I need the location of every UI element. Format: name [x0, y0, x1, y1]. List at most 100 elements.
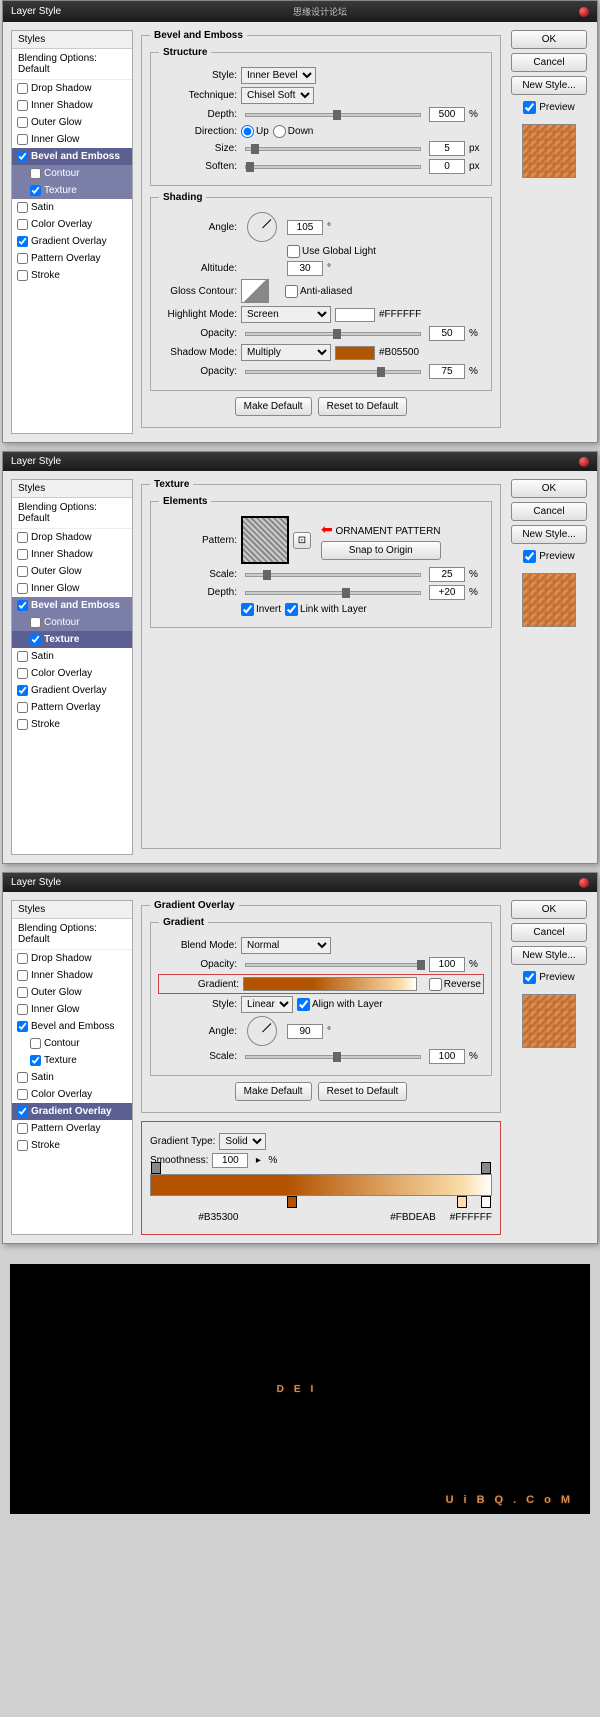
sh-color[interactable] — [335, 346, 375, 360]
angle-input[interactable] — [287, 220, 323, 235]
style-color-overlay[interactable]: Color Overlay — [12, 665, 132, 682]
size-input[interactable] — [429, 141, 465, 156]
cancel-button[interactable]: Cancel — [511, 502, 587, 521]
invert-check[interactable]: Invert — [241, 603, 281, 616]
angle-dial[interactable] — [247, 212, 277, 242]
blending-options[interactable]: Blending Options: Default — [12, 498, 132, 529]
dir-up[interactable]: Up — [241, 125, 269, 138]
hl-select[interactable]: Screen — [241, 306, 331, 323]
newstyle-button[interactable]: New Style... — [511, 946, 587, 965]
pattern-menu[interactable]: ⊡ — [293, 532, 311, 549]
op-input[interactable] — [429, 957, 465, 972]
scale-input[interactable] — [429, 1049, 465, 1064]
style-texture[interactable]: Texture — [12, 1052, 132, 1069]
style-gradient-overlay[interactable]: Gradient Overlay — [12, 233, 132, 250]
style-pattern-overlay[interactable]: Pattern Overlay — [12, 1120, 132, 1137]
preview-check[interactable]: Preview — [523, 101, 575, 114]
depth-input[interactable] — [429, 585, 465, 600]
hlop-input[interactable] — [429, 326, 465, 341]
style-contour[interactable]: Contour — [12, 165, 132, 182]
opacity-stop-2[interactable] — [481, 1162, 491, 1174]
close-icon[interactable] — [579, 7, 589, 17]
ok-button[interactable]: OK — [511, 900, 587, 919]
smooth-input[interactable] — [212, 1153, 248, 1168]
style-bevel-emboss[interactable]: Bevel and Emboss — [12, 597, 132, 614]
style-stroke[interactable]: Stroke — [12, 267, 132, 284]
style-select[interactable]: Linear — [241, 996, 293, 1013]
gtype-select[interactable]: Solid — [219, 1133, 266, 1150]
soften-input[interactable] — [429, 159, 465, 174]
scale-input[interactable] — [429, 567, 465, 582]
style-satin[interactable]: Satin — [12, 199, 132, 216]
sh-select[interactable]: Multiply — [241, 344, 331, 361]
reset-default-button[interactable]: Reset to Default — [318, 1082, 408, 1101]
reset-default-button[interactable]: Reset to Default — [318, 397, 408, 416]
shop-input[interactable] — [429, 364, 465, 379]
cancel-button[interactable]: Cancel — [511, 53, 587, 72]
style-inner-glow[interactable]: Inner Glow — [12, 580, 132, 597]
preview-check[interactable]: Preview — [523, 971, 575, 984]
snap-button[interactable]: Snap to Origin — [321, 541, 441, 560]
style-satin[interactable]: Satin — [12, 648, 132, 665]
link-check[interactable]: Link with Layer — [285, 603, 367, 616]
style-select[interactable]: Inner Bevel — [241, 67, 316, 84]
style-inner-shadow[interactable]: Inner Shadow — [12, 546, 132, 563]
color-stop-1[interactable] — [287, 1196, 297, 1208]
style-texture[interactable]: Texture — [12, 631, 132, 648]
blend-select[interactable]: Normal — [241, 937, 331, 954]
depth-slider[interactable] — [245, 113, 421, 117]
style-color-overlay[interactable]: Color Overlay — [12, 1086, 132, 1103]
hl-color[interactable] — [335, 308, 375, 322]
style-satin[interactable]: Satin — [12, 1069, 132, 1086]
styles-header[interactable]: Styles — [12, 480, 132, 498]
newstyle-button[interactable]: New Style... — [511, 525, 587, 544]
style-gradient-overlay[interactable]: Gradient Overlay — [12, 682, 132, 699]
style-gradient-overlay[interactable]: Gradient Overlay — [12, 1103, 132, 1120]
styles-header[interactable]: Styles — [12, 901, 132, 919]
hlop-slider[interactable] — [245, 332, 421, 336]
scale-slider[interactable] — [245, 1055, 421, 1059]
scale-slider[interactable] — [245, 573, 421, 577]
gloss-contour[interactable] — [241, 279, 269, 303]
op-slider[interactable] — [245, 963, 421, 967]
style-drop-shadow[interactable]: Drop Shadow — [12, 529, 132, 546]
newstyle-button[interactable]: New Style... — [511, 76, 587, 95]
angle-input[interactable] — [287, 1024, 323, 1039]
reverse-check[interactable]: Reverse — [429, 978, 481, 991]
ok-button[interactable]: OK — [511, 30, 587, 49]
make-default-button[interactable]: Make Default — [235, 397, 312, 416]
ok-button[interactable]: OK — [511, 479, 587, 498]
style-inner-glow[interactable]: Inner Glow — [12, 1001, 132, 1018]
alt-input[interactable] — [287, 261, 323, 276]
make-default-button[interactable]: Make Default — [235, 1082, 312, 1101]
style-color-overlay[interactable]: Color Overlay — [12, 216, 132, 233]
style-drop-shadow[interactable]: Drop Shadow — [12, 80, 132, 97]
opacity-stop-1[interactable] — [151, 1162, 161, 1174]
tech-select[interactable]: Chisel Soft — [241, 87, 314, 104]
depth-input[interactable] — [429, 107, 465, 122]
style-outer-glow[interactable]: Outer Glow — [12, 563, 132, 580]
close-icon[interactable] — [579, 878, 589, 888]
dir-down[interactable]: Down — [273, 125, 314, 138]
style-contour[interactable]: Contour — [12, 614, 132, 631]
style-inner-shadow[interactable]: Inner Shadow — [12, 97, 132, 114]
style-drop-shadow[interactable]: Drop Shadow — [12, 950, 132, 967]
style-bevel-emboss[interactable]: Bevel and Emboss — [12, 148, 132, 165]
style-pattern-overlay[interactable]: Pattern Overlay — [12, 699, 132, 716]
style-contour[interactable]: Contour — [12, 1035, 132, 1052]
styles-header[interactable]: Styles — [12, 31, 132, 49]
gradient-preview[interactable] — [243, 977, 417, 991]
anti-aliased[interactable]: Anti-aliased — [285, 285, 352, 298]
close-icon[interactable] — [579, 457, 589, 467]
style-outer-glow[interactable]: Outer Glow — [12, 114, 132, 131]
pattern-swatch[interactable] — [241, 516, 289, 564]
style-stroke[interactable]: Stroke — [12, 716, 132, 733]
shop-slider[interactable] — [245, 370, 421, 374]
blending-options[interactable]: Blending Options: Default — [12, 49, 132, 80]
color-stop-3[interactable] — [481, 1196, 491, 1208]
blending-options[interactable]: Blending Options: Default — [12, 919, 132, 950]
style-pattern-overlay[interactable]: Pattern Overlay — [12, 250, 132, 267]
style-texture[interactable]: Texture — [12, 182, 132, 199]
global-light[interactable]: Use Global Light — [287, 245, 376, 258]
style-inner-glow[interactable]: Inner Glow — [12, 131, 132, 148]
